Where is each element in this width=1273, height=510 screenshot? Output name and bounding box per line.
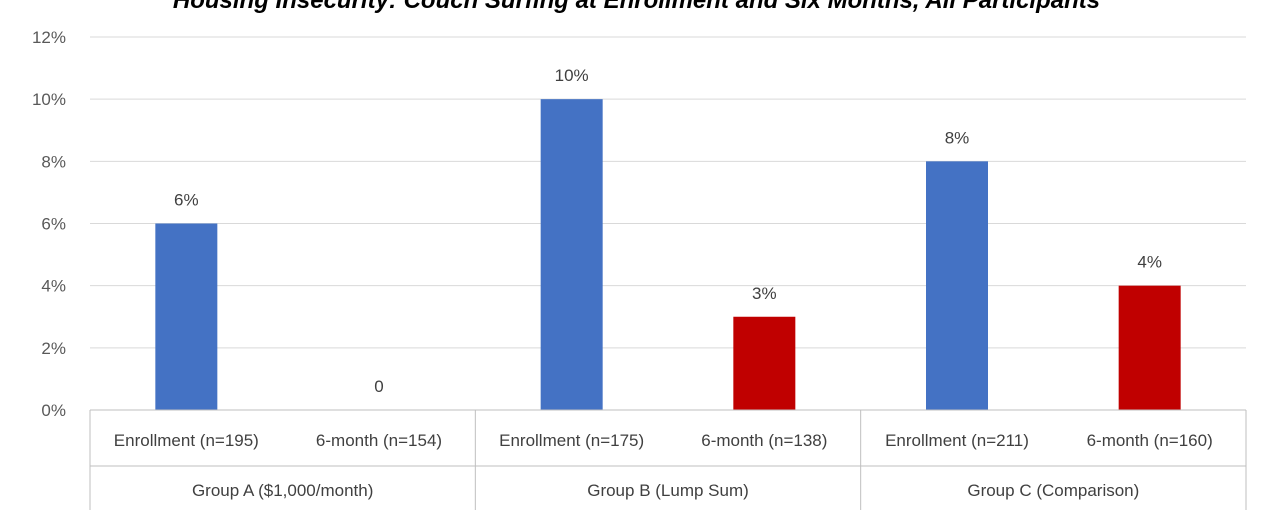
x-category-label: 6-month (n=138) [701,431,827,450]
bar [155,223,218,410]
gridlines [90,36,1246,411]
bar [540,99,603,411]
data-label: 0 [374,377,383,396]
y-tick-label: 6% [41,215,66,234]
y-tick-label: 4% [41,277,66,296]
bar [926,161,988,410]
x-group-label: Group C (Comparison) [967,481,1139,500]
x-axis: Enrollment (n=195) 6-month (n=154) Group A… [89,409,1247,510]
y-tick-label: 0% [41,401,66,420]
data-label: 3% [752,284,777,303]
data-label: 10% [555,66,589,85]
bars [155,99,1181,411]
chart-title: Housing Insecurity: Couch Surfing at Enr… [172,0,1101,14]
y-tick-label: 2% [41,339,66,358]
x-group-label: Group A ($1,000/month) [192,481,373,500]
x-category-label: 6-month (n=154) [316,431,442,450]
data-labels: 6% 0 10% 3% 8% 4% [174,66,1162,396]
y-tick-label: 12% [32,28,66,47]
bar [1118,285,1181,410]
x-category-label: Enrollment (n=175) [499,431,644,450]
y-tick-label: 8% [41,152,66,171]
x-category-label: 6-month (n=160) [1087,431,1213,450]
x-category-label: Enrollment (n=195) [114,431,259,450]
bar [733,316,796,410]
y-axis-tick-labels: 0% 2% 4% 6% 8% 10% 12% [32,28,66,420]
x-group-label: Group B (Lump Sum) [587,481,749,500]
x-category-label: Enrollment (n=211) [885,431,1029,450]
y-tick-label: 10% [32,90,66,109]
data-label: 4% [1137,253,1162,272]
data-label: 6% [174,191,199,210]
data-label: 8% [945,128,970,147]
